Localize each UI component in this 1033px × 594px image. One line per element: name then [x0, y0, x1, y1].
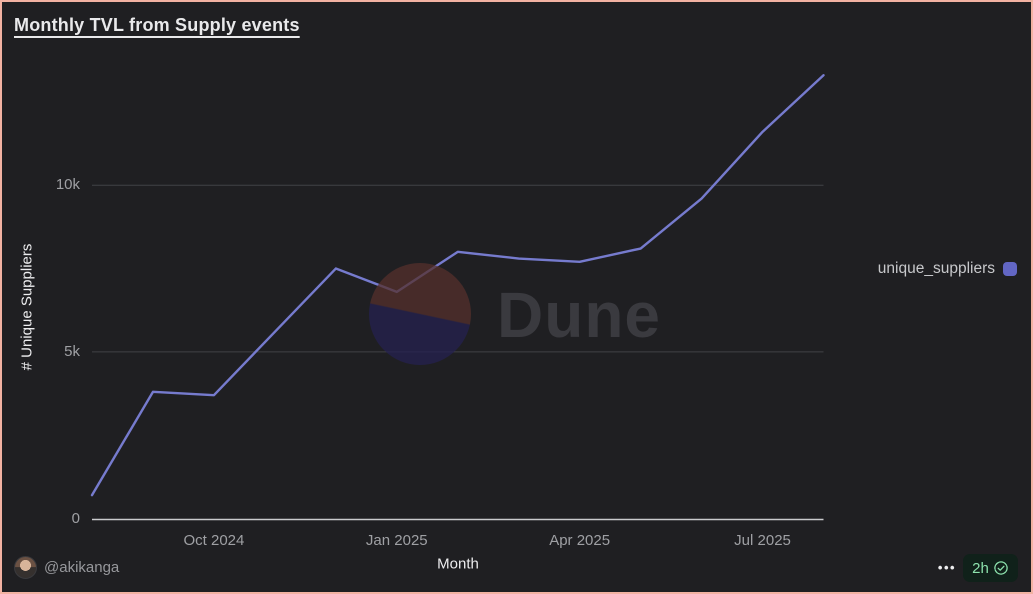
x-tick-label: Jul 2025 — [734, 532, 791, 549]
freshness-badge[interactable]: 2h — [963, 554, 1018, 582]
more-options-button[interactable]: ••• — [937, 560, 957, 575]
x-tick-label: Apr 2025 — [549, 532, 611, 549]
chart-title: Monthly TVL from Supply events — [14, 15, 300, 35]
avatar[interactable] — [14, 556, 37, 579]
legend-marker-icon — [1003, 262, 1017, 276]
legend-label: unique_suppliers — [877, 260, 995, 277]
y-tick-label: 10k — [55, 176, 80, 194]
x-tick-label: Jan 2025 — [365, 532, 428, 549]
verified-seal-icon — [994, 561, 1008, 575]
y-tick-label: 5k — [64, 342, 80, 360]
author-username[interactable]: @akikanga — [44, 559, 120, 576]
y-tick-label: 0 — [71, 509, 80, 527]
x-axis-title: Month — [437, 555, 479, 573]
badge-age-label: 2h — [972, 559, 989, 577]
series-unique_suppliers — [90, 74, 825, 497]
legend-item-unique-suppliers[interactable]: unique_suppliers — [878, 260, 1017, 278]
x-tick-label: Oct 2024 — [183, 532, 245, 549]
